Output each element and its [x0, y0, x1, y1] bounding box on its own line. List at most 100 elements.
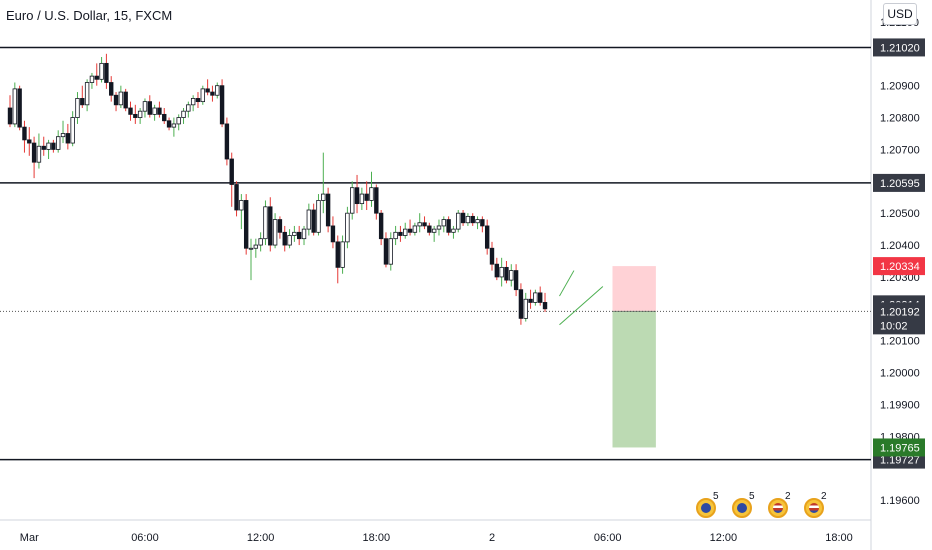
- level-price-label: 1.19727: [880, 455, 920, 467]
- level-price-label: 1.21020: [880, 42, 920, 54]
- candles: [7, 53, 548, 325]
- candle-body: [446, 219, 451, 233]
- candle-body: [301, 228, 307, 240]
- candle-body: [330, 225, 336, 243]
- eu-event-icon[interactable]: 5: [730, 491, 758, 518]
- currency-button[interactable]: USD: [883, 3, 917, 25]
- y-tick-label: 1.20500: [880, 208, 920, 220]
- candle-body: [31, 142, 37, 163]
- chart-title: Euro / U.S. Dollar, 15, FXCM: [6, 8, 173, 23]
- candle-body: [239, 200, 244, 211]
- candle-body: [258, 238, 263, 246]
- candle-body: [378, 212, 384, 240]
- candle-body: [176, 117, 181, 125]
- candle-body: [523, 298, 528, 319]
- candle-body: [441, 219, 446, 227]
- candle-body: [263, 206, 268, 240]
- short-position-target-zone: [612, 311, 656, 448]
- candle-body: [234, 184, 239, 211]
- candle-body: [109, 82, 114, 96]
- candle-body: [436, 225, 442, 230]
- candle-body: [489, 247, 495, 265]
- candle-body: [509, 270, 514, 281]
- candle-body: [417, 222, 422, 227]
- candle-body: [118, 91, 124, 106]
- candle-body: [431, 228, 437, 233]
- x-tick-label: 12:00: [710, 532, 738, 544]
- price-label: 1.20192: [880, 306, 920, 318]
- candle-body: [306, 209, 312, 230]
- candle-body: [383, 238, 389, 265]
- candle-body: [181, 110, 186, 118]
- candle-body: [268, 206, 273, 246]
- candle-body: [398, 231, 403, 236]
- candle-body: [350, 187, 355, 214]
- candle-body: [190, 98, 196, 106]
- candle-body: [325, 193, 331, 227]
- candle-body: [248, 247, 254, 250]
- candle-body: [451, 228, 456, 233]
- candle-body: [460, 212, 466, 224]
- candle-body: [388, 238, 393, 265]
- eu-event-icon[interactable]: 5: [694, 491, 722, 518]
- candle-body: [133, 113, 138, 118]
- candle-body: [229, 158, 234, 185]
- candle-body: [504, 266, 509, 281]
- candle-body: [277, 219, 283, 233]
- candle-body: [340, 241, 345, 268]
- us-event-icon[interactable]: 2: [766, 491, 794, 518]
- candle-body: [499, 266, 504, 278]
- candle-body: [157, 107, 162, 115]
- candle-body: [205, 88, 210, 93]
- candle-body: [272, 219, 278, 246]
- candle-body: [407, 228, 413, 233]
- candle-body: [369, 187, 374, 201]
- candle-body: [243, 200, 249, 249]
- candle-body: [475, 219, 480, 224]
- x-tick-label: 06:00: [131, 532, 159, 544]
- candle-body: [374, 187, 379, 214]
- candle-body: [316, 200, 321, 233]
- wedge-trendline: [559, 286, 604, 326]
- candle-body: [94, 75, 99, 80]
- candle-body: [7, 107, 13, 125]
- candle-body: [123, 91, 128, 109]
- x-tick-label: 12:00: [247, 532, 275, 544]
- y-tick-label: 1.20100: [880, 336, 920, 348]
- x-tick-label: 2: [489, 532, 495, 544]
- economic-events: 5 5 2 2: [694, 491, 830, 518]
- candle-body: [287, 235, 292, 246]
- x-tick-label: 06:00: [594, 532, 622, 544]
- x-tick-label: 18:00: [825, 532, 853, 544]
- candle-body: [46, 142, 51, 150]
- candle-body: [465, 215, 471, 224]
- candle-body: [195, 98, 201, 103]
- candle-body: [311, 209, 316, 233]
- x-tick-label: Mar: [20, 532, 39, 544]
- candle-body: [480, 219, 485, 227]
- candle-body: [224, 123, 230, 160]
- candle-body: [75, 98, 80, 118]
- candle-body: [210, 91, 215, 96]
- candle-body: [99, 62, 104, 80]
- candle-body: [484, 225, 490, 249]
- candle-body: [335, 241, 340, 268]
- candle-body: [70, 117, 75, 144]
- candle-body: [528, 298, 533, 303]
- candle-body: [60, 133, 66, 138]
- y-tick-label: 1.20000: [880, 368, 920, 380]
- candle-body: [17, 88, 22, 128]
- candle-body: [364, 193, 369, 201]
- short-position-stop-zone: [612, 266, 656, 312]
- candle-body: [152, 107, 157, 115]
- candle-body: [142, 101, 148, 112]
- level-price-label: 1.20595: [880, 178, 920, 190]
- candle-body: [470, 215, 475, 224]
- candle-body: [162, 113, 167, 122]
- candle-body: [518, 289, 524, 319]
- candle-body: [171, 123, 177, 128]
- y-tick-label: 1.19600: [880, 495, 920, 507]
- y-tick-label: 1.20400: [880, 240, 920, 252]
- us-event-icon[interactable]: 2: [802, 491, 830, 518]
